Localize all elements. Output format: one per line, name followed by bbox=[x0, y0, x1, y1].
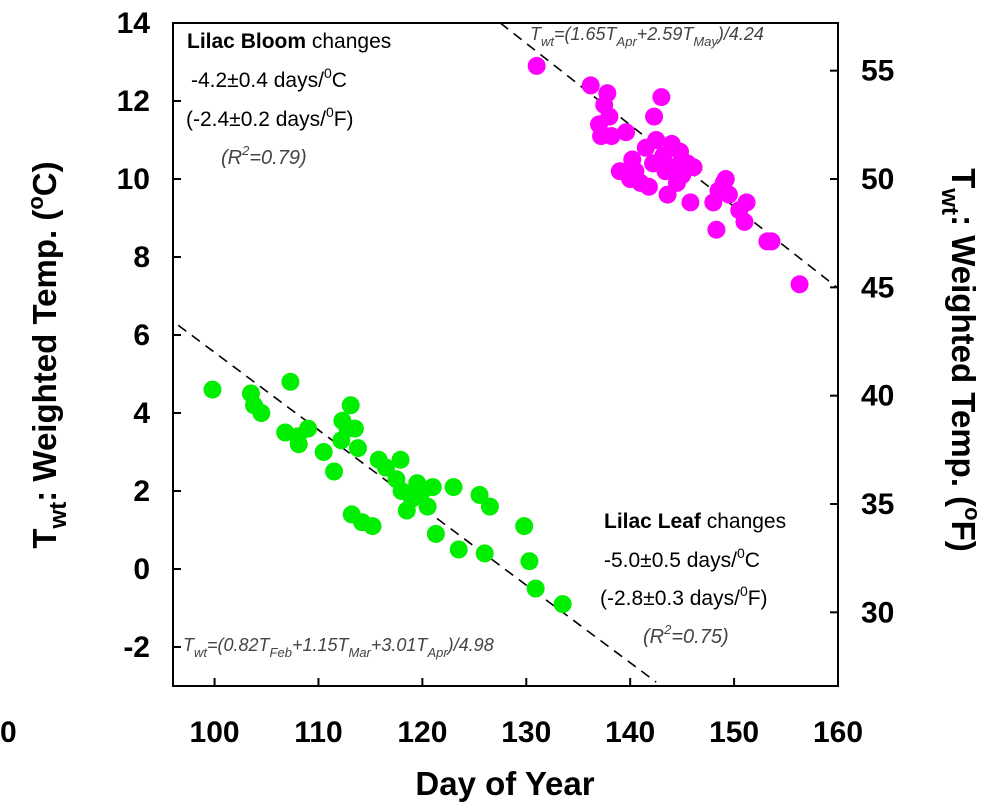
y-tick-label-left: 6 bbox=[133, 319, 150, 352]
data-point bbox=[719, 185, 738, 204]
data-point bbox=[314, 443, 333, 461]
data-point bbox=[345, 419, 364, 438]
y-tick-label-left: -2 bbox=[123, 631, 150, 664]
axis-ticks: 100 110 120 130 140 150 160 -2 0 2 4 6 8 10 12 14 30 35 40… bbox=[117, 7, 895, 749]
data-point bbox=[418, 497, 437, 516]
data-point bbox=[480, 497, 499, 516]
data-point bbox=[600, 107, 619, 126]
y-tick-label-right: 55 bbox=[861, 55, 894, 88]
x-tick-label: 110 bbox=[294, 716, 342, 749]
y-tick-label-right: 40 bbox=[861, 380, 894, 413]
data-point bbox=[515, 517, 534, 536]
data-point bbox=[526, 579, 545, 598]
data-point bbox=[252, 404, 271, 422]
leaf-rate-f: (-2.8±0.3 days/0F) bbox=[600, 583, 768, 610]
data-point bbox=[737, 193, 756, 212]
y-tick-label-right: 35 bbox=[861, 488, 894, 521]
bloom-rate-f: (-2.4±0.2 days/0F) bbox=[186, 104, 354, 131]
y-tick-label-left: 12 bbox=[117, 85, 150, 118]
data-point bbox=[325, 462, 344, 481]
data-point bbox=[391, 450, 410, 469]
data-point bbox=[681, 193, 700, 212]
data-point bbox=[735, 212, 754, 231]
x-tick-label: 120 bbox=[397, 716, 447, 749]
data-point bbox=[652, 88, 671, 107]
data-point bbox=[684, 158, 703, 177]
data-point bbox=[553, 595, 572, 614]
data-point bbox=[639, 177, 658, 196]
y-tick-label-left: 2 bbox=[133, 475, 150, 508]
x-tick-label: 160 bbox=[813, 716, 863, 749]
data-point bbox=[449, 540, 468, 559]
data-point bbox=[377, 458, 396, 477]
data-point bbox=[475, 544, 494, 563]
data-point bbox=[647, 131, 666, 149]
data-point bbox=[203, 380, 222, 399]
leaf-annotation: Lilac Leaf changes -5.0±0.5 days/0C (-2.… bbox=[183, 510, 786, 660]
data-point bbox=[527, 56, 546, 75]
leaf-r-squared: (R2=0.75) bbox=[643, 622, 729, 648]
data-point bbox=[363, 517, 382, 536]
data-point bbox=[423, 478, 442, 497]
bloom-equation: Twt=(1.65TApr+2.59TMay)/4.24 bbox=[530, 24, 764, 49]
y-tick-label-right: 45 bbox=[861, 271, 894, 304]
x-tick-label: 130 bbox=[501, 716, 551, 749]
data-point bbox=[790, 275, 809, 294]
x-axis-title: Day of Year bbox=[415, 765, 594, 802]
data-point bbox=[348, 439, 367, 458]
y-axis-title-left: Twt: Weighted Temp. (oC) bbox=[23, 161, 72, 548]
data-point bbox=[289, 435, 308, 454]
data-points bbox=[203, 56, 809, 614]
leaf-rate-c: -5.0±0.5 days/0C bbox=[604, 545, 760, 572]
y-tick-label-right: 30 bbox=[861, 596, 894, 629]
data-point bbox=[470, 485, 489, 504]
data-point bbox=[617, 123, 636, 142]
data-point bbox=[444, 478, 463, 497]
bloom-annotation: Lilac Bloom changes -4.2±0.4 days/0C (-2… bbox=[186, 24, 764, 169]
data-point bbox=[299, 419, 318, 438]
data-point bbox=[281, 372, 300, 391]
data-point bbox=[598, 84, 617, 103]
bloom-title: Lilac Bloom changes bbox=[187, 30, 391, 53]
data-point bbox=[716, 170, 735, 188]
data-point bbox=[581, 76, 600, 95]
leaf-equation: Twt=(0.82TFeb+1.15TMar+3.01TApr)/4.98 bbox=[183, 635, 494, 660]
y-tick-label-left: 8 bbox=[133, 241, 150, 274]
y-axis-title-right: Twt: Weighted Temp. (oF) bbox=[936, 168, 985, 552]
x-tick-label: 140 bbox=[605, 716, 655, 749]
data-point bbox=[645, 107, 664, 126]
x-tick-label: 100 bbox=[190, 716, 240, 749]
bloom-rate-c: -4.2±0.4 days/0C bbox=[191, 65, 347, 92]
x-tick-label: 150 bbox=[709, 716, 759, 749]
stray-zero-label: 0 bbox=[0, 716, 17, 749]
data-point bbox=[520, 552, 539, 571]
y-tick-label-left: 10 bbox=[117, 163, 150, 196]
data-point bbox=[762, 232, 781, 251]
plot-frame bbox=[172, 22, 839, 687]
y-tick-label-left: 4 bbox=[133, 397, 150, 430]
y-tick-label-left: 0 bbox=[133, 553, 150, 586]
data-point bbox=[341, 396, 360, 415]
leaf-title: Lilac Leaf changes bbox=[604, 510, 786, 533]
y-tick-label-left: 14 bbox=[117, 7, 151, 40]
y-tick-label-right: 50 bbox=[861, 163, 894, 196]
data-point bbox=[707, 220, 726, 239]
data-point bbox=[426, 524, 445, 543]
trend-line bbox=[499, 23, 838, 289]
data-point bbox=[602, 127, 621, 146]
bloom-r-squared: (R2=0.79) bbox=[221, 143, 307, 169]
